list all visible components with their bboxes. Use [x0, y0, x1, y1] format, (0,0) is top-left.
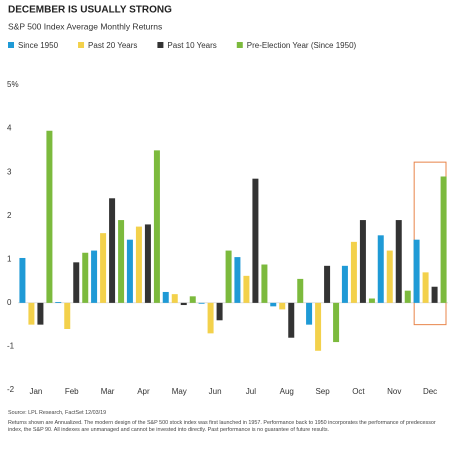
- bar: [350, 241, 357, 303]
- legend-swatch: [157, 42, 164, 48]
- bar: [422, 272, 429, 303]
- chart-title: DECEMBER IS USUALLY STRONG: [8, 5, 172, 16]
- bar: [19, 257, 26, 303]
- disclaimer-note: Returns shown are Annualized. The modern…: [8, 420, 436, 433]
- bar: [82, 252, 89, 303]
- source-note: Source: LPL Research, FactSet 12/03/19: [8, 410, 107, 416]
- y-tick-label: 5%: [7, 80, 19, 89]
- legend-swatch: [78, 42, 85, 48]
- x-tick-label: Dec: [423, 387, 437, 396]
- legend-swatch: [8, 42, 14, 48]
- bar: [91, 250, 98, 303]
- bar: [216, 302, 223, 321]
- bar: [261, 264, 268, 303]
- bar: [198, 302, 205, 304]
- bar: [306, 302, 313, 325]
- legend-swatch: [236, 42, 243, 48]
- x-tick-label: Sep: [315, 387, 330, 396]
- bar: [64, 302, 71, 329]
- bar: [279, 302, 286, 310]
- x-tick-label: Jul: [246, 387, 256, 396]
- y-tick-label: 3: [7, 167, 12, 176]
- bar: [46, 130, 53, 303]
- bar: [126, 239, 133, 303]
- y-tick-label: -1: [7, 342, 15, 351]
- x-tick-label: Jun: [209, 387, 222, 396]
- bar: [288, 302, 295, 338]
- bar: [440, 176, 447, 303]
- y-tick-label: 1: [7, 254, 12, 263]
- bar: [73, 262, 80, 303]
- bar: [37, 302, 44, 325]
- bar: [118, 220, 125, 303]
- bar: [341, 265, 348, 303]
- bar: [234, 257, 241, 303]
- bar: [368, 298, 375, 303]
- bar: [153, 150, 160, 303]
- x-tick-label: Aug: [280, 387, 294, 396]
- bar: [395, 220, 402, 303]
- bar: [171, 294, 178, 303]
- bar: [413, 239, 420, 303]
- x-tick-label: Mar: [101, 387, 115, 396]
- bar: [109, 198, 116, 303]
- x-tick-label: Jan: [29, 387, 42, 396]
- bar: [55, 301, 62, 303]
- bar: [189, 296, 196, 303]
- x-tick-label: May: [172, 387, 187, 396]
- bar: [243, 275, 250, 303]
- legend-label: Past 10 Years: [167, 41, 216, 50]
- bar: [252, 178, 259, 303]
- y-tick-label: 4: [7, 124, 12, 133]
- bar: [100, 233, 107, 303]
- bar: [180, 302, 187, 306]
- legend-label: Pre-Election Year (Since 1950): [247, 41, 357, 50]
- x-tick-label: Feb: [65, 387, 79, 396]
- bar: [207, 302, 214, 334]
- legend-label: Past 20 Years: [88, 41, 137, 50]
- bar: [144, 224, 151, 303]
- bar: [270, 302, 277, 307]
- bar: [377, 235, 384, 303]
- legend-label: Since 1950: [18, 41, 59, 50]
- bar: [386, 250, 393, 303]
- x-tick-label: Apr: [137, 387, 150, 396]
- bar: [135, 226, 142, 303]
- chart: DECEMBER IS USUALLY STRONG S&P 500 Index…: [7, 5, 448, 396]
- bar: [359, 220, 366, 303]
- y-tick-label: 2: [7, 211, 12, 220]
- x-tick-label: Nov: [387, 387, 401, 396]
- x-tick-label: Oct: [352, 387, 365, 396]
- bar: [162, 291, 169, 303]
- bar: [324, 265, 331, 303]
- bar: [333, 302, 340, 343]
- y-tick-label: 0: [7, 298, 12, 307]
- bar: [404, 290, 411, 303]
- bar: [28, 302, 35, 325]
- bar: [315, 302, 322, 351]
- chart-subtitle: S&P 500 Index Average Monthly Returns: [8, 21, 162, 31]
- bar: [297, 278, 304, 303]
- bar: [225, 250, 232, 303]
- y-tick-label: -2: [7, 385, 15, 394]
- bar: [431, 286, 438, 303]
